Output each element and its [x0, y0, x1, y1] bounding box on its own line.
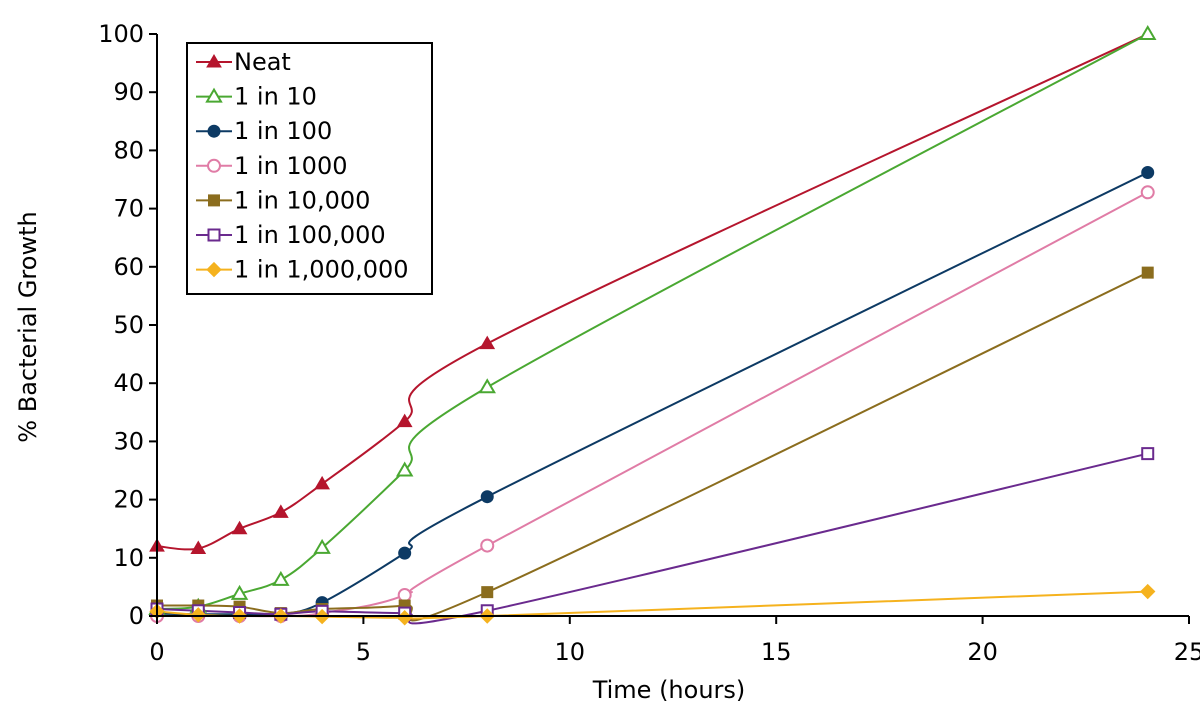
y-tick-label: 50	[113, 311, 144, 339]
data-point-s0-5	[396, 413, 413, 428]
legend-label-5: 1 in 100,000	[234, 221, 386, 249]
axes: 0 10 20 30 40 50 60 70 80 90 100 0 5 10 15 20 25	[98, 20, 1200, 666]
data-point-s3-5	[397, 588, 412, 603]
data-point-s3-6	[480, 538, 495, 553]
x-axis-title: Time (hours)	[592, 676, 746, 704]
series-line-1	[156, 33, 1149, 611]
data-point-s4-7	[1141, 266, 1154, 279]
series-line-4	[156, 271, 1149, 622]
series-line-0	[156, 33, 1149, 551]
x-tick-label: 20	[967, 638, 998, 666]
x-tick-label: 15	[761, 638, 792, 666]
legend: Neat 1 in 10 1 in 100 1 in 1000 1 in 10,000 1…	[186, 42, 433, 295]
legend-marker-1	[205, 87, 223, 103]
legend-box	[186, 42, 433, 295]
data-point-s6-7	[1140, 583, 1156, 600]
y-tick-label: 0	[129, 602, 144, 630]
x-tick-label: 0	[149, 638, 164, 666]
data-point-s2-7	[1141, 166, 1155, 180]
legend-marker-4	[208, 194, 220, 207]
data-point-s1-7	[1138, 25, 1157, 40]
data-point-s4-6	[481, 586, 494, 599]
legend-label-3: 1 in 1000	[234, 152, 347, 180]
data-point-s0-4	[314, 475, 330, 490]
y-axis-title: % Bacterial Growth	[14, 211, 42, 442]
series-line-5	[156, 452, 1148, 625]
y-tick-label: 10	[113, 544, 144, 572]
x-tick-label: 10	[555, 638, 586, 666]
legend-label-2: 1 in 100	[234, 117, 332, 145]
y-tick-label: 80	[113, 136, 144, 164]
data-point-s1-4	[313, 538, 331, 554]
series-line-2	[156, 171, 1149, 617]
legend-marker-5	[207, 228, 221, 242]
data-point-s1-3	[272, 570, 290, 586]
data-point-s6-1	[190, 607, 206, 623]
data-point-s1-5	[395, 461, 414, 477]
y-tick-label: 20	[113, 486, 144, 514]
legend-label-6: 1 in 1,000,000	[234, 256, 409, 284]
y-tick-label: 40	[113, 369, 144, 397]
legend-marker-3	[207, 158, 221, 173]
y-tick-label: 100	[98, 20, 144, 48]
y-tick-label: 60	[113, 253, 144, 281]
data-point-s1-2	[230, 584, 249, 600]
y-tick-label: 30	[113, 427, 144, 455]
legend-marker-6	[206, 261, 222, 278]
data-point-s2-6	[480, 490, 494, 504]
x-tick-label: 25	[1174, 638, 1200, 666]
legend-marker-2	[207, 124, 221, 138]
y-tick-label: 70	[113, 195, 144, 223]
y-tick-label: 90	[113, 78, 144, 106]
legend-label-1: 1 in 10	[234, 83, 317, 111]
data-point-s2-5	[398, 546, 412, 560]
data-point-s0-2	[231, 520, 248, 535]
data-point-s0-3	[272, 504, 289, 518]
data-point-s1-6	[478, 378, 496, 394]
x-tick-label: 5	[356, 638, 371, 666]
data-point-s3-7	[1140, 185, 1155, 200]
data-point-s0-6	[479, 335, 496, 350]
legend-label-4: 1 in 10,000	[234, 186, 370, 214]
legend-label-0: Neat	[234, 48, 291, 76]
data-point-s5-7	[1141, 447, 1155, 461]
legend-marker-0	[206, 54, 222, 68]
data-point-s0-1	[190, 540, 207, 554]
